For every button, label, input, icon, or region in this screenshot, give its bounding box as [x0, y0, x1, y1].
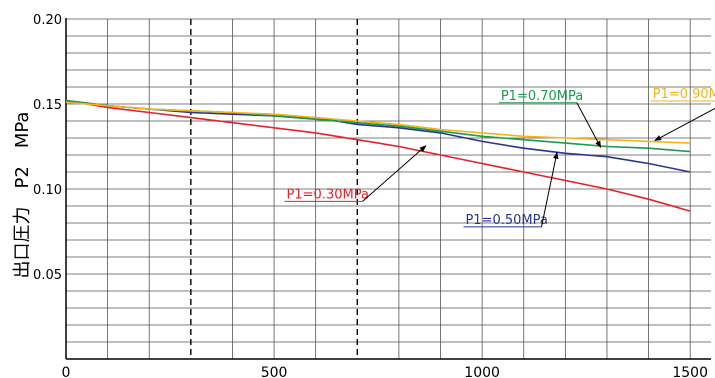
- annotation-arrow: [362, 145, 427, 202]
- series-lines: [65, 99, 691, 212]
- series-annotation-label: P1=0.30MPa: [287, 187, 369, 202]
- x-tick-label: 1500: [672, 365, 708, 378]
- y-tick-label: 0.15: [33, 98, 62, 113]
- series-annotation-label: P1=0.70MPa: [501, 89, 583, 104]
- series-annotation-label: P1=0.90MPa: [653, 87, 715, 102]
- y-tick-label: 0.05: [33, 268, 62, 283]
- x-tick-label: 500: [261, 365, 288, 378]
- annotations: P1=0.30MPa P1=0.50MPa P1=0.70MPa P1=0.90MPa: [284, 87, 715, 228]
- x-tick-label: 1000: [464, 365, 500, 378]
- y-axis-label: 出口圧力 P2 MPa: [12, 112, 33, 279]
- series-line: [65, 99, 691, 212]
- series-line: [65, 99, 691, 173]
- annotation-arrow: [576, 102, 602, 148]
- y-tick-label: 0.10: [33, 183, 62, 198]
- series-annotation-label: P1=0.50MPa: [465, 213, 547, 228]
- axes: [65, 18, 711, 360]
- y-tick-label: 0.20: [33, 13, 62, 28]
- grid: [66, 18, 711, 359]
- series-line: [65, 101, 691, 144]
- x-tick-label: 0: [62, 365, 71, 378]
- annotation-arrow: [654, 107, 715, 141]
- tick-labels: 0.05 0.10 0.15 0.20 0 500 1000 1500: [33, 13, 708, 378]
- annotation-arrow: [540, 151, 559, 227]
